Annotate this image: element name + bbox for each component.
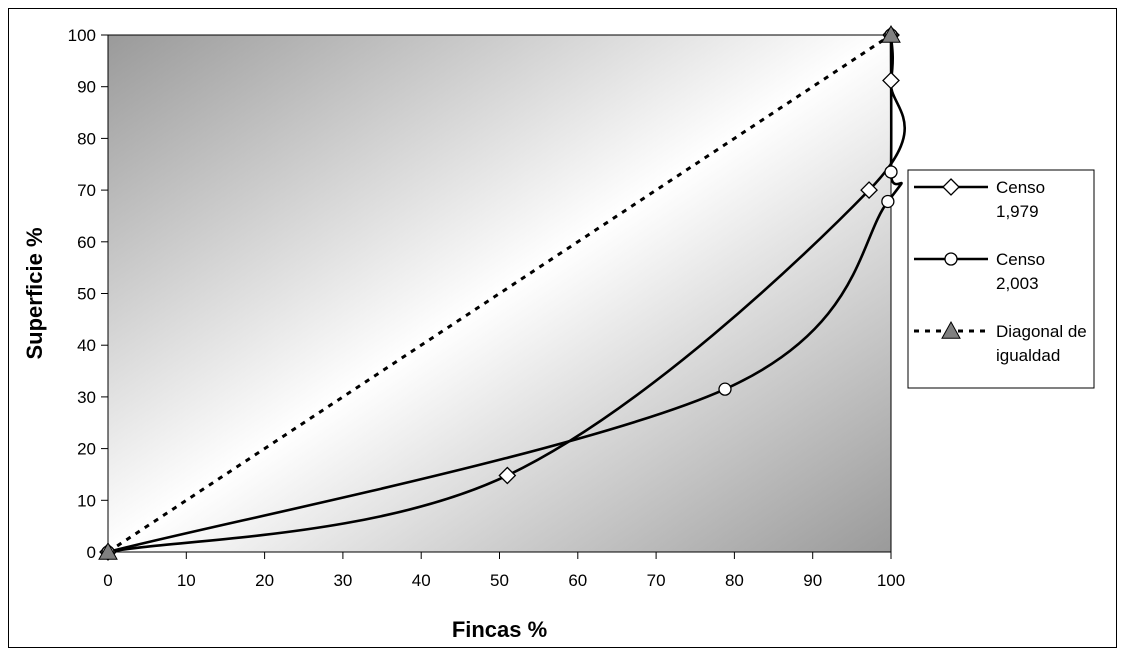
- x-tick-label: 20: [255, 571, 274, 590]
- x-axis-ticks: 0 10 20 30 40 50 60 70 80 90 100: [103, 552, 905, 590]
- series-2-point: [718, 382, 732, 396]
- legend-marker-1: [942, 178, 960, 196]
- markers-layer: [98, 24, 901, 561]
- legend-label-line2: 1,979: [996, 202, 1039, 221]
- series-1-point: [498, 466, 517, 485]
- y-axis-title: Superficie %: [22, 227, 47, 359]
- series-1-point: [882, 71, 900, 90]
- legend-label-line1: Censo: [996, 178, 1045, 197]
- legend-marker-3: [941, 320, 961, 339]
- series-3-point: [98, 541, 118, 560]
- y-tick-label: 10: [77, 491, 96, 510]
- series-2-point: [881, 194, 895, 209]
- series-line-3: [107, 33, 892, 554]
- legend-label-line1: Diagonal de: [996, 322, 1087, 341]
- legend-label-line1: Censo: [996, 250, 1045, 269]
- x-tick-label: 30: [333, 571, 352, 590]
- y-tick-label: 70: [77, 181, 96, 200]
- y-tick-label: 40: [77, 336, 96, 355]
- y-tick-label: 0: [87, 543, 96, 562]
- x-tick-label: 40: [412, 571, 431, 590]
- x-tick-label: 60: [568, 571, 587, 590]
- legend-label-line2: igualdad: [996, 346, 1060, 365]
- y-tick-label: 30: [77, 388, 96, 407]
- y-tick-label: 100: [68, 26, 96, 45]
- y-tick-label: 90: [77, 78, 96, 97]
- x-tick-label: 10: [177, 571, 196, 590]
- y-tick-label: 80: [77, 129, 96, 148]
- x-tick-label: 80: [725, 571, 744, 590]
- legend-marker-2: [944, 252, 958, 266]
- series-1-point: [860, 181, 878, 200]
- legend: Censo 1,979 Censo 2,003 Diagonal de igualdad: [907, 169, 1095, 389]
- y-tick-label: 60: [77, 233, 96, 252]
- x-axis-title: Fincas %: [452, 617, 547, 642]
- y-tick-label: 20: [77, 440, 96, 459]
- x-tick-label: 100: [877, 571, 905, 590]
- series-3-point: [881, 24, 901, 43]
- legend-box: [907, 169, 1095, 389]
- y-axis-ticks: 0 10 20 30 40 50 60 70 80 90 100: [68, 26, 108, 562]
- y-tick-label: 50: [77, 285, 96, 304]
- series-2-point: [884, 165, 898, 179]
- x-tick-label: 70: [647, 571, 666, 590]
- x-tick-label: 50: [490, 571, 509, 590]
- x-tick-label: 0: [103, 571, 112, 590]
- series-layer: [98, 24, 906, 561]
- x-tick-label: 90: [803, 571, 822, 590]
- legend-label-line2: 2,003: [996, 274, 1039, 293]
